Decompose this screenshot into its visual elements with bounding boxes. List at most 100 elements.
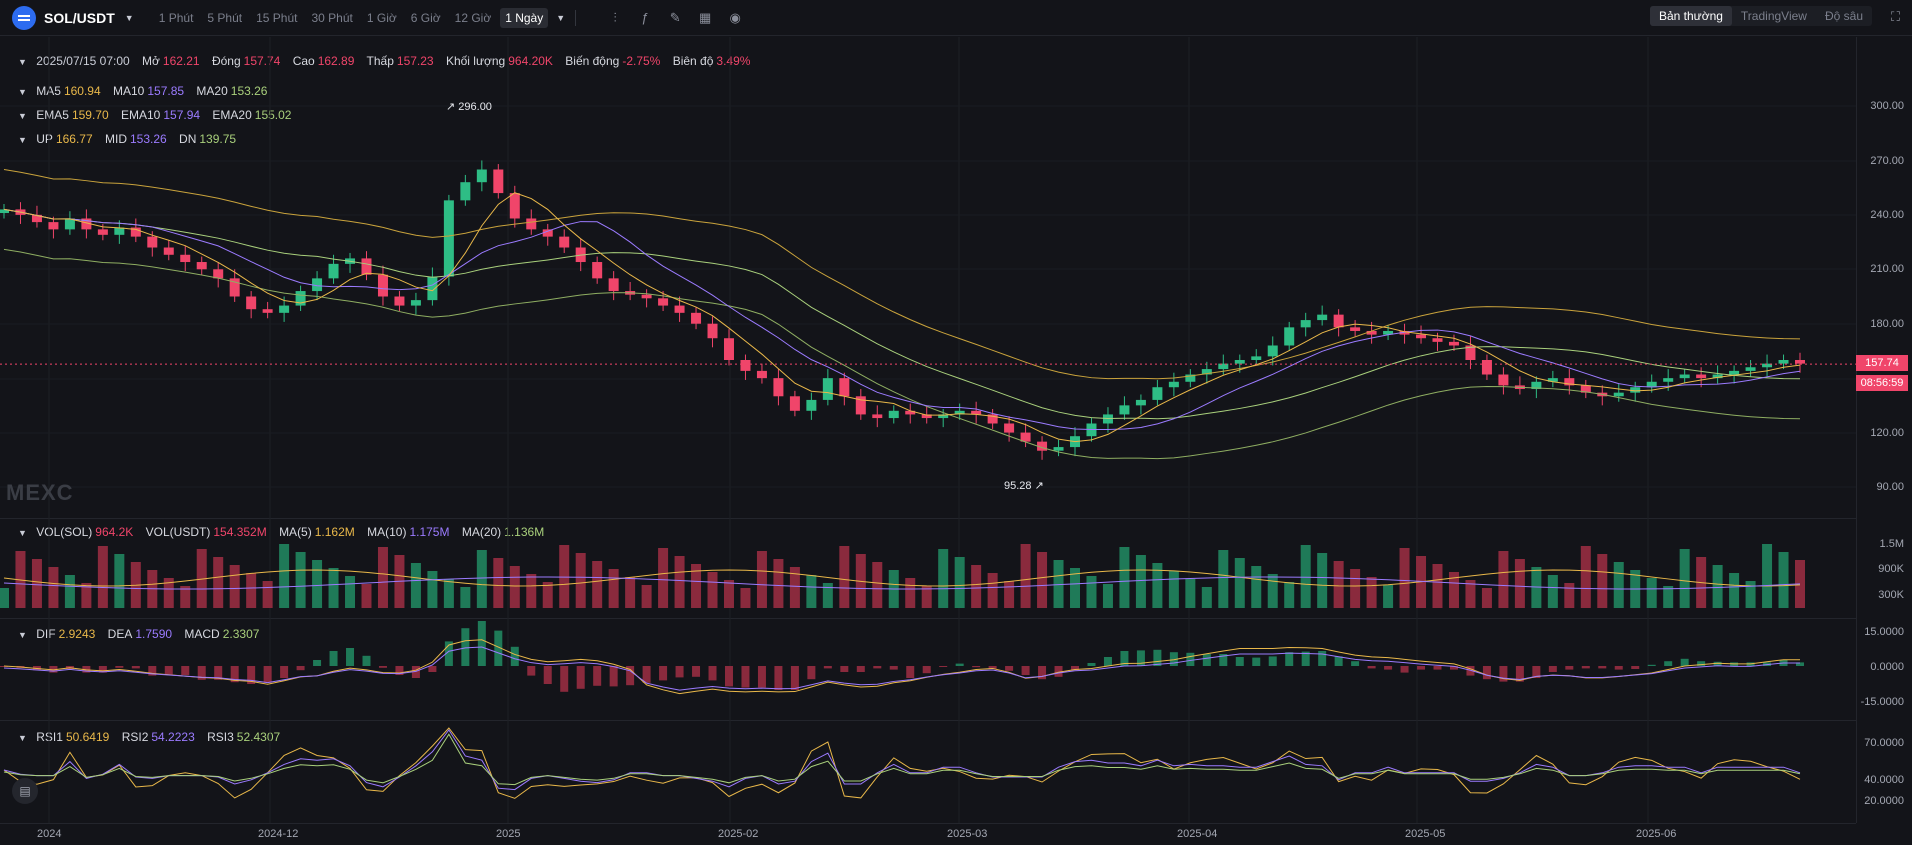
view-tab[interactable]: Độ sâu [1824,9,1863,23]
interval-tab[interactable]: 6 Giờ [410,10,441,25]
view-tab[interactable]: TradingView [1740,9,1807,23]
high-annotation: ↗ 296.00 [446,101,492,113]
pair-chevron-down-icon[interactable]: ▼ [124,12,134,23]
volume-bar [1070,568,1081,608]
interval-tab[interactable]: 12 Giờ [454,10,492,25]
interval-tab[interactable]: 15 Phút [256,10,298,25]
interval-tab[interactable]: 1 Giờ [366,10,397,25]
high-annotation-value: 296.00 [458,101,492,113]
candle-body [196,262,207,270]
ema-chevron-icon[interactable]: ▼ [18,111,27,121]
volume-bar [707,572,718,608]
candle-type-icon[interactable]: ⫶ [613,9,617,25]
view-tab[interactable]: Bản thường [1649,6,1732,26]
macd-bar [856,666,865,672]
time-tick-label: 2024 [37,828,62,840]
volume-bar [246,573,257,608]
volume-bar [312,560,323,608]
macd-bar [939,666,948,667]
vol-ma5-line [3,569,1801,587]
macd-bar [346,648,355,666]
boll-chevron-icon[interactable]: ▼ [18,135,27,145]
candle-body [1663,378,1674,382]
volume-bar [921,586,932,608]
macd-label: MACD [184,627,220,641]
fullscreen-icon[interactable]: ⛶ [1890,9,1900,24]
volume-bar [526,574,537,608]
candle-body [1119,405,1130,415]
pair-title[interactable]: SOL/USDT [44,9,115,26]
macd-bar [527,666,536,676]
volume-bar [213,557,224,608]
boll-dn-line [3,248,1801,460]
candle-body [377,274,388,297]
rsi1-line [3,727,1801,799]
vol-chevron-icon[interactable]: ▼ [18,528,27,538]
macd-bar [1581,666,1590,669]
candle-body [509,193,520,219]
price-chart[interactable] [0,0,1856,823]
volume-bar [872,562,883,608]
candle-body [1613,392,1624,397]
volume-bar [1514,559,1525,608]
candle-body [1350,327,1361,331]
candle-body [691,312,702,324]
volume-bar [1729,573,1740,608]
volume-bar [1745,581,1756,608]
macd-bar [922,666,931,674]
volume-bar [905,578,916,608]
candle-body [163,247,174,255]
boll-up-value: 166.77 [55,132,93,146]
volume-bar [493,558,504,608]
macd-bar [1021,666,1030,675]
toolbar-divider [575,9,577,26]
interval-tab[interactable]: 1 Phút [158,10,194,25]
volume-bar [938,549,949,608]
interval-chevron-down-icon[interactable]: ▼ [556,12,566,23]
volume-bar [114,554,125,608]
volume-bar [740,588,751,608]
candle-body [1053,447,1064,451]
macd-bar [411,666,420,678]
rsi-chevron-icon[interactable]: ▼ [18,733,27,743]
macd-pane-divider [0,618,1856,619]
candle-body [987,414,998,424]
candle-body [839,378,850,397]
macd-chevron-icon[interactable]: ▼ [18,630,27,640]
volume-pane-divider [0,518,1856,519]
vol-ma5-label: MA(5) [279,525,312,539]
candle-body [229,278,240,297]
volume-bar [1135,555,1146,608]
vol-ma20-label: MA(20) [461,525,502,539]
rsi3-line [3,733,1801,786]
macd-bar [1136,650,1145,666]
rsi-pane-divider [0,720,1856,721]
ema5-label: EMA5 [36,108,69,122]
calendar-icon[interactable]: ▤ [12,778,38,804]
volume-value: 964.20K [508,54,553,68]
candle-body [246,296,257,310]
layout-grid-icon[interactable]: ▦ [699,9,712,25]
interval-tab[interactable]: 5 Phút [207,10,243,25]
ohlc-chevron-icon[interactable]: ▼ [18,57,27,67]
interval-tab[interactable]: 30 Phút [311,10,353,25]
macd-bar [1103,657,1112,666]
interval-tab[interactable]: 1 Ngày [500,7,549,28]
macd-bar [906,666,915,678]
candle-body [608,278,619,292]
volume-bar [1300,545,1311,608]
volume-bar [1432,564,1443,608]
candle-body [295,291,306,306]
price-axis[interactable]: 300.00 270.00 240.00 210.00 180.00 120.00 90.0… [1856,37,1912,823]
volume-bar [1267,574,1278,608]
camera-icon[interactable]: ◉ [729,9,741,25]
candle-body [1399,330,1410,335]
countdown-tag: 08:56:59 [1856,375,1908,391]
draw-pencil-icon[interactable]: ✎ [669,9,681,25]
volume-bar [1201,587,1212,608]
volume-bar [0,588,9,608]
volume-bar [822,583,833,608]
ma-chevron-icon[interactable]: ▼ [18,87,27,97]
candle-body [872,414,883,419]
indicator-fx-icon[interactable]: ƒ [641,10,649,25]
